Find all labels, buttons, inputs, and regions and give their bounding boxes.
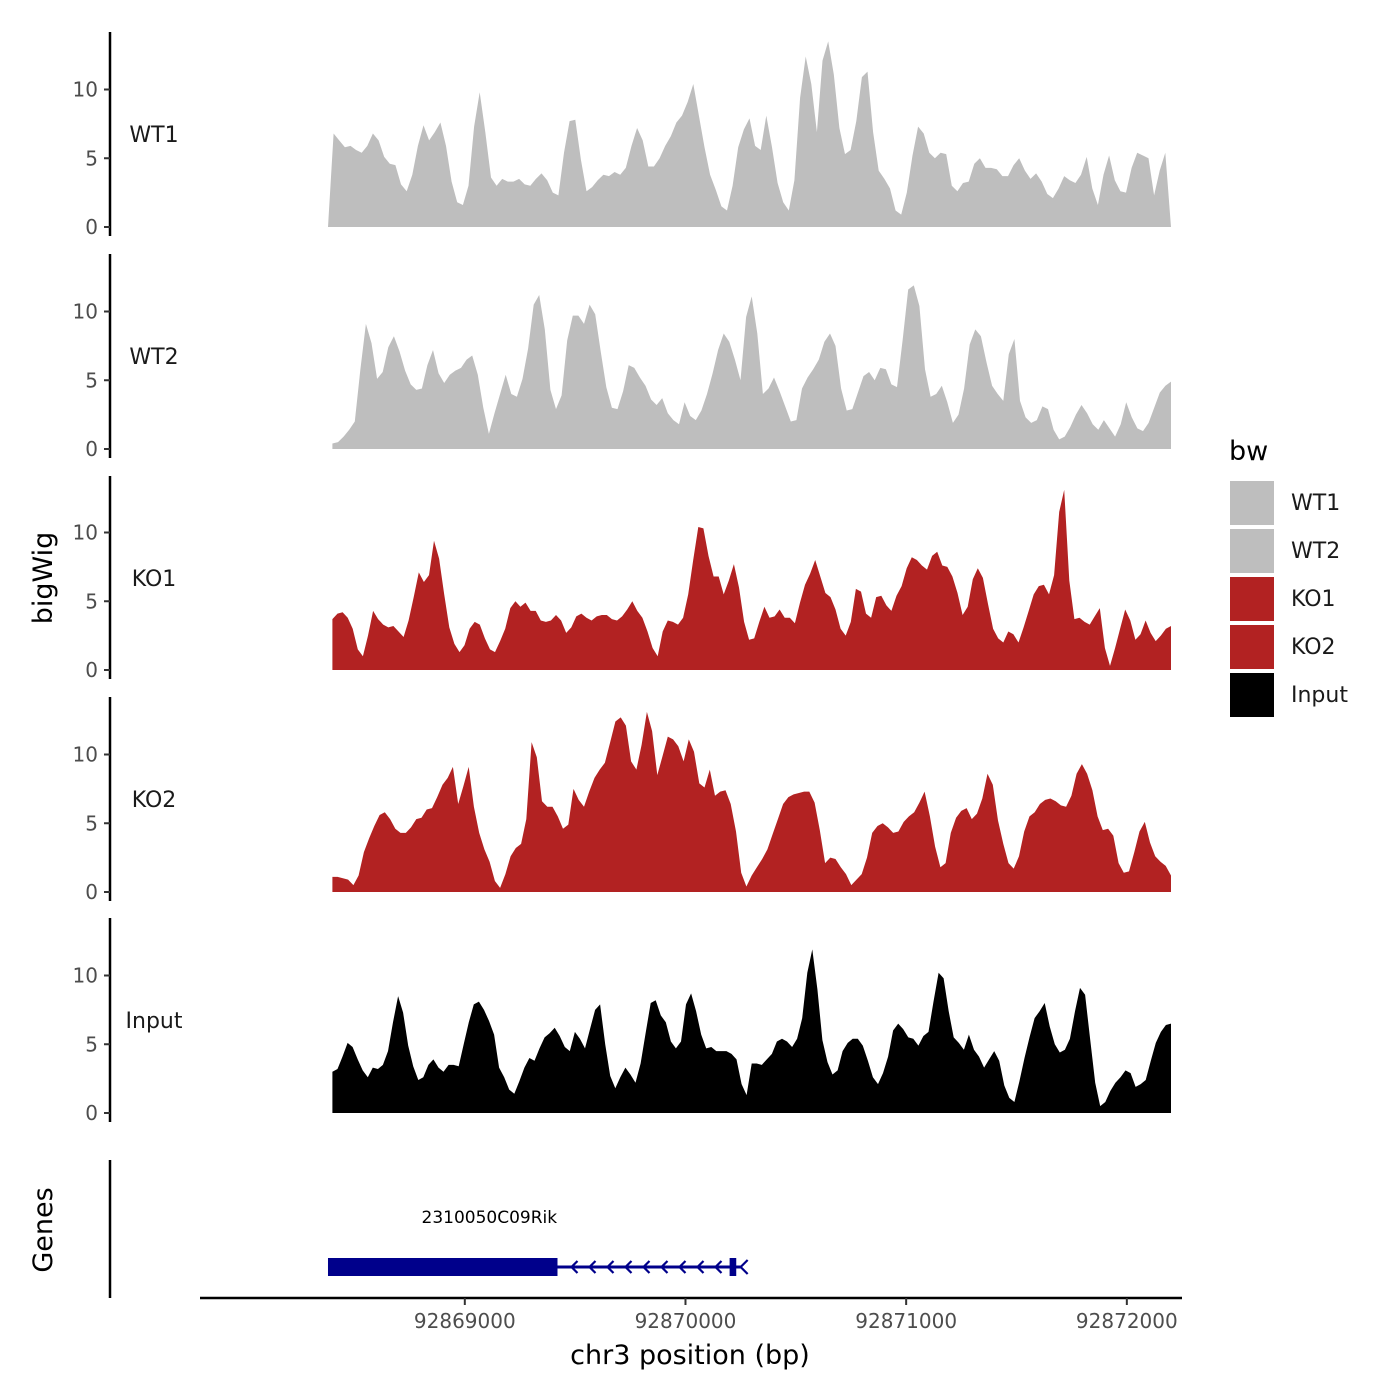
- legend-label: Input: [1291, 683, 1348, 708]
- legend-key: [1228, 623, 1276, 671]
- track-label-ko2: KO2: [132, 788, 177, 813]
- legend-entry-input: Input: [1228, 671, 1348, 719]
- legend-label: KO1: [1291, 587, 1336, 612]
- legend-label: KO2: [1291, 635, 1336, 660]
- track-ko1: 0 5 10 KO1: [73, 476, 1171, 682]
- strand-arrow: [587, 1260, 597, 1274]
- strand-arrow: [677, 1260, 687, 1274]
- strand-arrow: [739, 1259, 749, 1275]
- legend-entry-wt2: WT2: [1228, 527, 1340, 575]
- gene-model: 2310050C09Rik: [327, 1208, 749, 1276]
- legend-key: [1228, 671, 1276, 719]
- y-tick-label: 5: [85, 1032, 98, 1056]
- x-tick-label: 92872000: [1076, 1309, 1178, 1333]
- track-wt2: 0 5 10 WT2: [73, 254, 1171, 461]
- y-tick-label: 0: [85, 437, 98, 461]
- coverage-tracks: 0 5 10 WT1 0 5 10 WT2 0 5 10 KO1 0 5 10 KO2 0 5 10 Input: [73, 32, 1171, 1125]
- track-label-wt1: WT1: [129, 123, 178, 148]
- legend-label: WT2: [1291, 539, 1340, 564]
- legend-title: bw: [1229, 436, 1268, 467]
- y-tick-label: 10: [73, 78, 98, 102]
- track-input: 0 5 10 Input: [73, 918, 1171, 1125]
- track-label-ko1: KO1: [132, 567, 177, 592]
- x-tick-label: 92870000: [635, 1309, 737, 1333]
- legend-label: WT1: [1291, 491, 1340, 516]
- strand-arrow: [695, 1260, 705, 1274]
- strand-arrow: [569, 1260, 579, 1274]
- legend-entry-ko1: KO1: [1228, 575, 1336, 623]
- strand-arrow: [605, 1260, 615, 1274]
- y-tick-label: 5: [85, 811, 98, 835]
- x-tick-label: 92871000: [855, 1309, 957, 1333]
- x-axis: 92869000 92870000 92871000 92872000: [200, 1296, 1182, 1333]
- y-tick-label: 10: [73, 743, 98, 767]
- strand-arrow: [659, 1260, 669, 1274]
- strand-arrow: [623, 1260, 633, 1274]
- coverage-area-ko2: [332, 711, 1171, 892]
- y-tick-label: 0: [85, 1101, 98, 1125]
- track-wt1: 0 5 10 WT1: [73, 32, 1171, 239]
- track-label-input: Input: [126, 1009, 183, 1034]
- legend-key: [1228, 527, 1276, 575]
- y-tick-label: 0: [85, 658, 98, 682]
- strand-arrow: [713, 1260, 723, 1274]
- y-axis-title: bigWig: [28, 532, 59, 625]
- coverage-area-wt2: [332, 285, 1171, 449]
- y-tick-label: 5: [85, 146, 98, 170]
- strand-arrow: [641, 1260, 651, 1274]
- y-tick-label: 10: [73, 521, 98, 545]
- track-ko2: 0 5 10 KO2: [73, 697, 1171, 904]
- y-tick-label: 10: [73, 300, 98, 324]
- track-label-wt2: WT2: [129, 345, 178, 370]
- legend-key: [1228, 575, 1276, 623]
- coverage-area-ko1: [332, 489, 1171, 670]
- gene-label: 2310050C09Rik: [422, 1208, 558, 1228]
- legend-entry-wt1: WT1: [1228, 479, 1340, 527]
- genes-axis-title: Genes: [28, 1187, 59, 1272]
- y-tick-label: 5: [85, 368, 98, 392]
- legend-entry-ko2: KO2: [1228, 623, 1336, 671]
- genes-panel: 2310050C09Rik: [108, 1160, 749, 1298]
- x-tick-label: 92869000: [414, 1309, 516, 1333]
- y-tick-label: 5: [85, 589, 98, 613]
- x-axis-title: chr3 position (bp): [570, 1340, 810, 1371]
- legend-key: [1228, 479, 1276, 527]
- coverage-area-wt1: [328, 41, 1171, 228]
- y-tick-label: 10: [73, 964, 98, 988]
- legend: bw WT1 WT2 KO1 KO2 Input: [1228, 436, 1348, 719]
- y-tick-label: 0: [85, 215, 98, 239]
- gene-exon-small: [729, 1258, 737, 1276]
- y-tick-label: 0: [85, 880, 98, 904]
- coverage-area-input: [332, 949, 1171, 1113]
- gene-exon-block: [327, 1258, 558, 1276]
